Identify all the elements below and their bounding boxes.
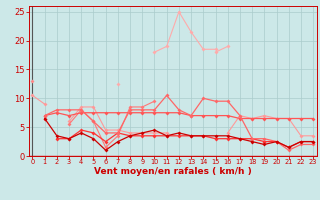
X-axis label: Vent moyen/en rafales ( km/h ): Vent moyen/en rafales ( km/h ) xyxy=(94,167,252,176)
